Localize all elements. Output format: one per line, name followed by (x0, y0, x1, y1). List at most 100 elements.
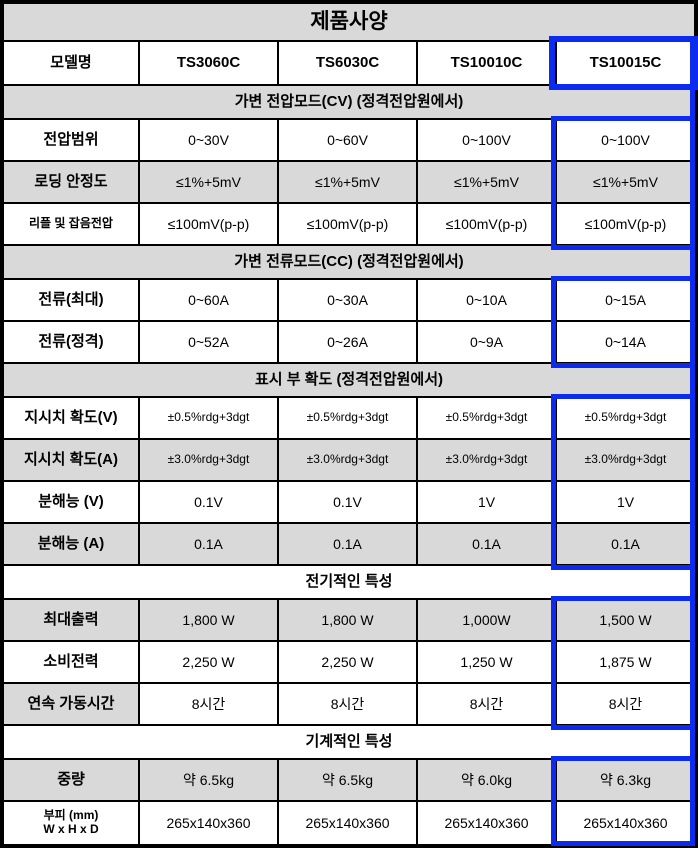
model-name-ts10010c: TS10010C (418, 42, 557, 84)
spec-label: 전압범위 (4, 120, 140, 160)
spec-value: 1,500 W (557, 600, 694, 640)
spec-value: 8시간 (279, 684, 418, 724)
spec-value: 1,800 W (140, 600, 279, 640)
table-title: 제품사양 (4, 4, 694, 40)
spec-label: 지시치 확도(A) (4, 440, 140, 480)
table-row-voltage-range: 전압범위 0~30V 0~60V 0~100V 0~100V (4, 120, 694, 162)
spec-value: 265x140x360 (279, 802, 418, 844)
section-row-cv: 가변 전압모드(CV) (정격전압원에서) (4, 86, 694, 120)
spec-value: 약 6.3kg (557, 760, 694, 800)
spec-value: ≤100mV(p-p) (279, 204, 418, 244)
spec-value: 1,250 W (418, 642, 557, 682)
spec-value: 0~14A (557, 322, 694, 362)
section-header-electrical: 전기적인 특성 (4, 566, 694, 598)
spec-value: 0~60V (279, 120, 418, 160)
spec-value: 265x140x360 (557, 802, 694, 844)
section-header-cv: 가변 전압모드(CV) (정격전압원에서) (4, 86, 694, 118)
spec-value: 0~60A (140, 280, 279, 320)
spec-label: 지시치 확도(V) (4, 398, 140, 438)
table-row-power-consumption: 소비전력 2,250 W 2,250 W 1,250 W 1,875 W (4, 642, 694, 684)
spec-value: 0~100V (418, 120, 557, 160)
spec-value: ≤1%+5mV (140, 162, 279, 202)
spec-value: 0.1A (140, 524, 279, 564)
section-row-accuracy: 표시 부 확도 (정격전압원에서) (4, 364, 694, 398)
spec-value: ±3.0%rdg+3dgt (279, 440, 418, 480)
table-row-accuracy-v: 지시치 확도(V) ±0.5%rdg+3dgt ±0.5%rdg+3dgt ±0… (4, 398, 694, 440)
spec-value: 8시간 (140, 684, 279, 724)
table-row-weight: 중량 약 6.5kg 약 6.5kg 약 6.0kg 약 6.3kg (4, 760, 694, 802)
spec-label: 전류(정격) (4, 322, 140, 362)
model-row: 모델명 TS3060C TS6030C TS10010C TS10015C (4, 42, 694, 86)
spec-label: 소비전력 (4, 642, 140, 682)
spec-label: 분해능 (A) (4, 524, 140, 564)
spec-value: 1,800 W (279, 600, 418, 640)
spec-label: 중량 (4, 760, 140, 800)
spec-value: 약 6.0kg (418, 760, 557, 800)
spec-value: 약 6.5kg (279, 760, 418, 800)
spec-value: 0.1A (418, 524, 557, 564)
spec-value: 8시간 (418, 684, 557, 724)
spec-value: 265x140x360 (140, 802, 279, 844)
spec-value: 0~10A (418, 280, 557, 320)
spec-value: 0.1V (279, 482, 418, 522)
spec-value: ±0.5%rdg+3dgt (418, 398, 557, 438)
spec-value: 0~52A (140, 322, 279, 362)
section-row-electrical: 전기적인 특성 (4, 566, 694, 600)
spec-value: 0~30V (140, 120, 279, 160)
spec-value: ±3.0%rdg+3dgt (557, 440, 694, 480)
spec-value: 1,000W (418, 600, 557, 640)
spec-value: ±0.5%rdg+3dgt (279, 398, 418, 438)
table-row-ripple-noise: 리플 및 잡음전압 ≤100mV(p-p) ≤100mV(p-p) ≤100mV… (4, 204, 694, 246)
spec-value: ±0.5%rdg+3dgt (557, 398, 694, 438)
table-row-load-stability: 로딩 안정도 ≤1%+5mV ≤1%+5mV ≤1%+5mV ≤1%+5mV (4, 162, 694, 204)
spec-label: 최대출력 (4, 600, 140, 640)
spec-value: ≤1%+5mV (557, 162, 694, 202)
volume-label: 부피 (mm) (43, 808, 99, 823)
table-row-max-output: 최대출력 1,800 W 1,800 W 1,000W 1,500 W (4, 600, 694, 642)
spec-label: 분해능 (V) (4, 482, 140, 522)
table-row-resolution-a: 분해능 (A) 0.1A 0.1A 0.1A 0.1A (4, 524, 694, 566)
model-name-ts6030c: TS6030C (279, 42, 418, 84)
section-row-mechanical: 기계적인 특성 (4, 726, 694, 760)
spec-value: 0~26A (279, 322, 418, 362)
table-row-accuracy-a: 지시치 확도(A) ±3.0%rdg+3dgt ±3.0%rdg+3dgt ±3… (4, 440, 694, 482)
spec-value: ≤1%+5mV (418, 162, 557, 202)
spec-value: ≤100mV(p-p) (557, 204, 694, 244)
spec-value: 0~15A (557, 280, 694, 320)
spec-value: 1V (557, 482, 694, 522)
volume-label-dimensions: W x H x D (43, 822, 99, 836)
spec-value: 265x140x360 (418, 802, 557, 844)
spec-value: 8시간 (557, 684, 694, 724)
spec-label: 로딩 안정도 (4, 162, 140, 202)
spec-value: 0~9A (418, 322, 557, 362)
section-header-accuracy: 표시 부 확도 (정격전압원에서) (4, 364, 694, 396)
spec-label: 연속 가동시간 (4, 684, 140, 724)
spec-value: ≤1%+5mV (279, 162, 418, 202)
section-row-cc: 가변 전류모드(CC) (정격전압원에서) (4, 246, 694, 280)
table-row-volume: 부피 (mm) W x H x D 265x140x360 265x140x36… (4, 802, 694, 844)
spec-value: 0.1A (279, 524, 418, 564)
spec-value: 0~30A (279, 280, 418, 320)
spec-value: ±3.0%rdg+3dgt (418, 440, 557, 480)
spec-value: 0~100V (557, 120, 694, 160)
spec-value: ±0.5%rdg+3dgt (140, 398, 279, 438)
spec-label: 전류(최대) (4, 280, 140, 320)
spec-value: 2,250 W (140, 642, 279, 682)
model-row-label: 모델명 (4, 42, 140, 84)
model-name-ts10015c: TS10015C (557, 42, 694, 84)
spec-value: 2,250 W (279, 642, 418, 682)
table-row-continuous-operation: 연속 가동시간 8시간 8시간 8시간 8시간 (4, 684, 694, 726)
spec-value: 1V (418, 482, 557, 522)
spec-value: 1,875 W (557, 642, 694, 682)
spec-value: ±3.0%rdg+3dgt (140, 440, 279, 480)
table-row-current-rated: 전류(정격) 0~52A 0~26A 0~9A 0~14A (4, 322, 694, 364)
spec-value: ≤100mV(p-p) (140, 204, 279, 244)
spec-label: 부피 (mm) W x H x D (4, 802, 140, 844)
table-row-resolution-v: 분해능 (V) 0.1V 0.1V 1V 1V (4, 482, 694, 524)
table-row-current-max: 전류(최대) 0~60A 0~30A 0~10A 0~15A (4, 280, 694, 322)
section-header-mechanical: 기계적인 특성 (4, 726, 694, 758)
spec-value: 0.1V (140, 482, 279, 522)
section-header-cc: 가변 전류모드(CC) (정격전압원에서) (4, 246, 694, 278)
